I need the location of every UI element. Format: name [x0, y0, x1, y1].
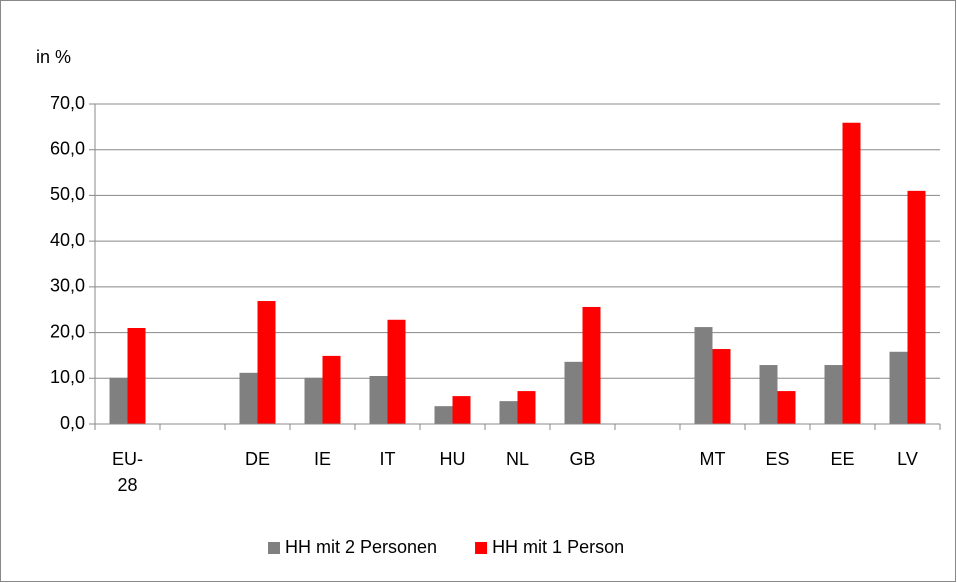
bar [387, 319, 406, 424]
y-tick-label: 30,0 [50, 276, 85, 296]
bar [907, 190, 926, 424]
x-tick-label: DE [244, 449, 270, 469]
x-tick-label: ES [765, 449, 790, 469]
x-tick-label: IT [379, 449, 396, 469]
bar [499, 401, 518, 424]
y-tick-label: 20,0 [50, 321, 85, 341]
bar [824, 365, 843, 424]
y-tick-label: 40,0 [50, 230, 85, 250]
bar [889, 351, 908, 424]
y-tick-label: 50,0 [50, 184, 85, 204]
bar [304, 377, 323, 424]
legend-label: HH mit 1 Person [492, 537, 624, 557]
bar [582, 306, 601, 424]
bar [109, 377, 128, 424]
bar [434, 406, 453, 424]
x-tick-label: EU-28 [112, 449, 143, 495]
legend-label: HH mit 2 Personen [285, 537, 437, 557]
y-axis-label: in % [36, 47, 71, 67]
bar [322, 355, 341, 424]
x-tick-label: GB [569, 449, 596, 469]
bar [564, 361, 583, 424]
y-tick-label: 0,0 [60, 413, 85, 433]
y-tick-label: 60,0 [50, 138, 85, 158]
bar [694, 327, 713, 424]
bar [517, 391, 536, 424]
x-tick-label: EE [830, 449, 855, 469]
x-tick-label: MT [699, 449, 726, 469]
bar [239, 372, 258, 424]
bar [842, 122, 861, 424]
bar [759, 365, 778, 424]
bar [369, 376, 388, 424]
x-tick-label: NL [505, 449, 529, 469]
y-tick-label: 70,0 [50, 93, 85, 113]
legend-swatch [475, 542, 488, 554]
x-tick-label: LV [897, 449, 918, 469]
y-tick-label: 10,0 [50, 367, 85, 387]
bar [777, 391, 796, 424]
x-tick-label: HU [439, 449, 466, 469]
bar [127, 328, 146, 424]
bar [452, 396, 471, 424]
bar [257, 301, 276, 424]
legend-swatch [268, 542, 280, 554]
x-tick-label: IE [313, 449, 331, 469]
bar [712, 349, 731, 424]
